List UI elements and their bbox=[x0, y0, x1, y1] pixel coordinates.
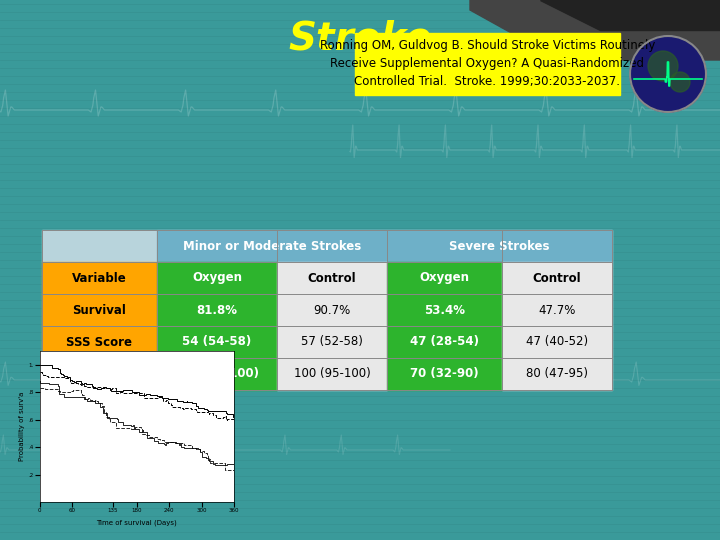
Bar bbox=[42, 294, 157, 326]
Bar bbox=[387, 326, 502, 358]
Text: Ronning OM, Guldvog B. Should Stroke Victims Routinely
Receive Supplemental Oxyg: Ronning OM, Guldvog B. Should Stroke Vic… bbox=[320, 39, 655, 89]
Text: Severe Strokes: Severe Strokes bbox=[449, 240, 550, 253]
Text: Stroke: Stroke bbox=[288, 19, 432, 57]
Text: 47 (40-52): 47 (40-52) bbox=[526, 335, 588, 348]
Text: 100 (95-100): 100 (95-100) bbox=[174, 368, 259, 381]
Bar bbox=[502, 294, 612, 326]
Polygon shape bbox=[470, 0, 720, 60]
Bar bbox=[157, 358, 277, 390]
Text: 53.4%: 53.4% bbox=[424, 303, 465, 316]
Y-axis label: Probability of surv'a: Probability of surv'a bbox=[19, 392, 25, 461]
Bar bbox=[277, 262, 387, 294]
X-axis label: Time of survival (Days): Time of survival (Days) bbox=[96, 519, 177, 525]
Text: 70 (32-90): 70 (32-90) bbox=[410, 368, 479, 381]
Bar bbox=[42, 262, 157, 294]
Text: 47.7%: 47.7% bbox=[539, 303, 576, 316]
Text: 47 (28-54): 47 (28-54) bbox=[410, 335, 479, 348]
Circle shape bbox=[670, 72, 690, 92]
Bar bbox=[387, 230, 612, 262]
Bar bbox=[355, 33, 620, 95]
Text: Control: Control bbox=[533, 272, 581, 285]
Text: 57 (52-58): 57 (52-58) bbox=[301, 335, 363, 348]
Circle shape bbox=[630, 36, 706, 112]
Text: 100 (95-100): 100 (95-100) bbox=[294, 368, 370, 381]
Text: 90.7%: 90.7% bbox=[313, 303, 351, 316]
Text: Survival: Survival bbox=[73, 303, 127, 316]
Bar bbox=[387, 262, 502, 294]
Bar bbox=[387, 294, 502, 326]
Bar bbox=[502, 326, 612, 358]
Bar bbox=[42, 358, 157, 390]
Bar bbox=[277, 358, 387, 390]
Bar bbox=[387, 358, 502, 390]
Circle shape bbox=[648, 51, 678, 81]
Text: 54 (54-58): 54 (54-58) bbox=[182, 335, 251, 348]
Text: Control: Control bbox=[307, 272, 356, 285]
Text: Minor or Moderate Strokes: Minor or Moderate Strokes bbox=[183, 240, 361, 253]
Bar bbox=[157, 294, 277, 326]
Text: Barthel Index: Barthel Index bbox=[55, 368, 145, 381]
Text: 81.8%: 81.8% bbox=[197, 303, 238, 316]
Text: Oxygen: Oxygen bbox=[192, 272, 242, 285]
Bar bbox=[502, 358, 612, 390]
Bar bbox=[157, 262, 277, 294]
Polygon shape bbox=[540, 0, 720, 30]
Text: Oxygen: Oxygen bbox=[420, 272, 469, 285]
Bar bbox=[157, 326, 277, 358]
Bar bbox=[157, 230, 387, 262]
Text: 80 (47-95): 80 (47-95) bbox=[526, 368, 588, 381]
Bar bbox=[502, 262, 612, 294]
Text: SSS Score: SSS Score bbox=[66, 335, 132, 348]
Bar bbox=[277, 326, 387, 358]
Text: Variable: Variable bbox=[72, 272, 127, 285]
Bar bbox=[42, 326, 157, 358]
Bar bbox=[42, 230, 612, 262]
Bar bbox=[277, 294, 387, 326]
